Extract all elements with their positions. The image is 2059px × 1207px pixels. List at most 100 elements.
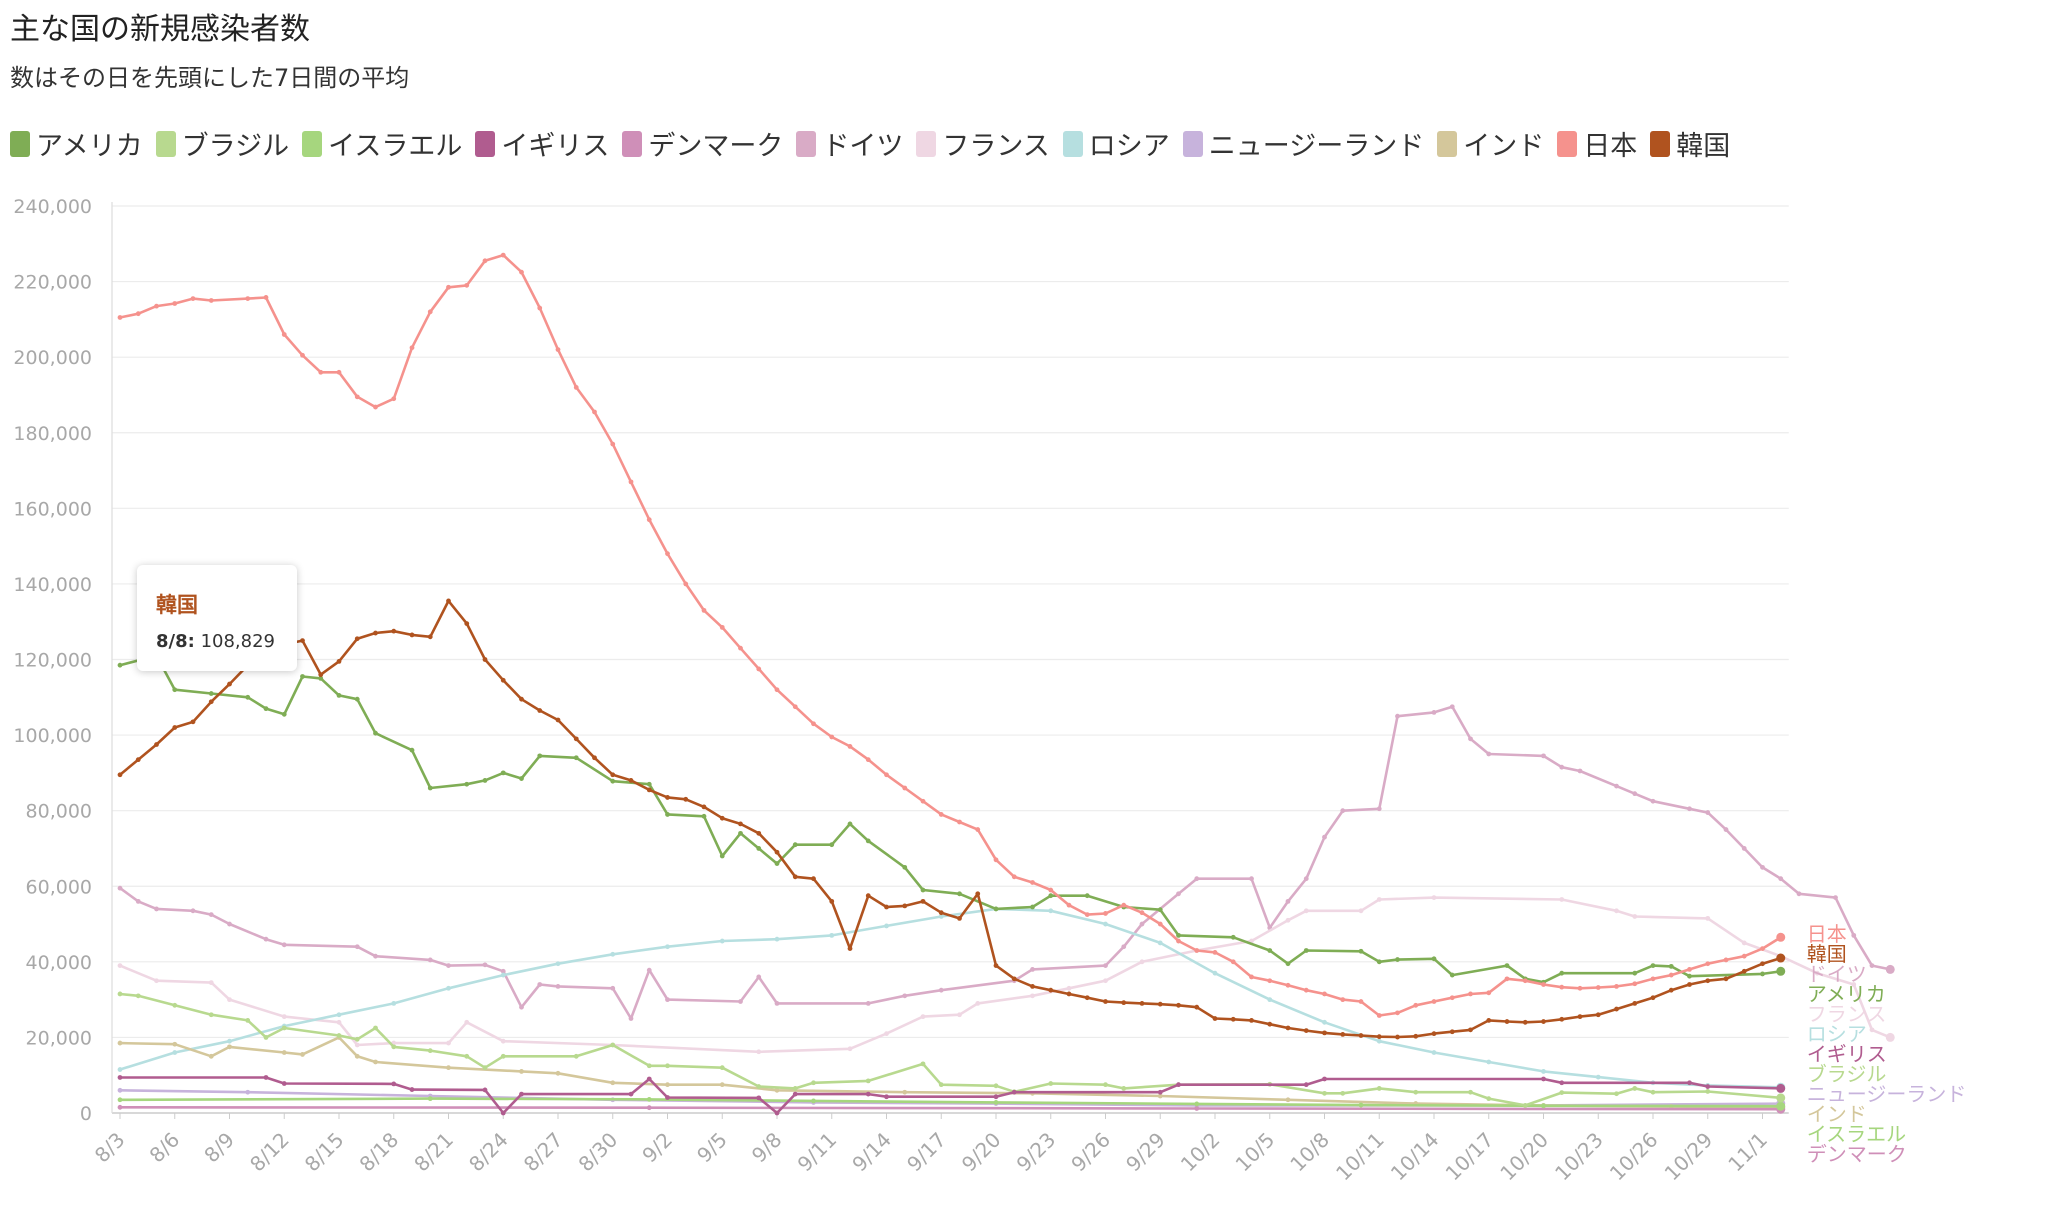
data-point bbox=[1121, 1000, 1127, 1006]
data-point bbox=[318, 675, 324, 681]
data-point bbox=[500, 252, 506, 258]
data-point bbox=[391, 396, 397, 402]
data-point bbox=[1650, 798, 1656, 804]
legend-swatch bbox=[1437, 130, 1458, 157]
x-tick-label: 10/17 bbox=[1441, 1128, 1499, 1186]
legend-item[interactable]: アメリカ bbox=[10, 124, 143, 163]
data-point bbox=[1285, 1025, 1291, 1031]
data-point bbox=[701, 607, 707, 613]
legend-item[interactable]: ニュージーランド bbox=[1182, 124, 1424, 163]
data-point bbox=[1741, 953, 1747, 959]
x-tick-label: 10/11 bbox=[1331, 1128, 1389, 1186]
data-point bbox=[865, 757, 871, 763]
data-point bbox=[1449, 995, 1455, 1001]
data-point bbox=[719, 1082, 725, 1088]
data-point bbox=[318, 672, 324, 678]
data-point bbox=[227, 921, 232, 927]
legend-swatch bbox=[1557, 130, 1578, 157]
legend-item[interactable]: インド bbox=[1437, 124, 1544, 163]
data-point bbox=[555, 1070, 561, 1076]
legend-item[interactable]: イギリス bbox=[475, 124, 609, 163]
data-point bbox=[245, 1089, 251, 1095]
data-point bbox=[208, 980, 214, 986]
data-point bbox=[1650, 1089, 1656, 1095]
data-point bbox=[190, 296, 196, 301]
legend-item[interactable]: ドイツ bbox=[796, 124, 903, 163]
data-point bbox=[774, 936, 780, 942]
legend-item[interactable]: ブラジル bbox=[155, 124, 289, 163]
data-point bbox=[1376, 897, 1382, 902]
data-point bbox=[1376, 806, 1382, 812]
data-point bbox=[646, 517, 652, 523]
legend-swatch bbox=[1650, 130, 1671, 157]
data-point bbox=[1376, 1086, 1382, 1091]
series-イスラエル bbox=[117, 1096, 1786, 1111]
data-point bbox=[172, 725, 178, 730]
series-インド bbox=[117, 1035, 1786, 1112]
data-point bbox=[1322, 1019, 1327, 1025]
legend-item[interactable]: 日本 bbox=[1557, 124, 1637, 163]
data-point bbox=[1522, 978, 1528, 984]
data-point bbox=[537, 982, 543, 987]
data-point bbox=[1322, 1076, 1327, 1082]
data-point bbox=[281, 1050, 287, 1055]
data-point bbox=[902, 864, 908, 870]
legend-item[interactable]: デンマーク bbox=[622, 124, 783, 163]
data-point bbox=[938, 914, 944, 919]
data-point bbox=[811, 1098, 816, 1104]
data-point bbox=[1303, 948, 1309, 953]
data-point bbox=[938, 910, 944, 916]
legend-label: 日本 bbox=[1583, 131, 1638, 162]
legend-item[interactable]: 韓国 bbox=[1650, 124, 1730, 163]
data-point bbox=[1249, 876, 1254, 882]
x-tick-label: 10/26 bbox=[1605, 1128, 1663, 1186]
data-point bbox=[1084, 995, 1090, 1001]
x-tick-label: 9/23 bbox=[1012, 1128, 1061, 1177]
data-point bbox=[1668, 972, 1674, 978]
data-point bbox=[482, 962, 488, 968]
end-label: ニュージーランド bbox=[1807, 1082, 1967, 1106]
data-point bbox=[1194, 948, 1200, 953]
data-point bbox=[1048, 887, 1054, 893]
data-point bbox=[1084, 893, 1090, 899]
data-point bbox=[1814, 970, 1820, 976]
x-tick-label: 10/8 bbox=[1285, 1128, 1334, 1177]
data-point bbox=[1504, 976, 1510, 982]
data-point bbox=[263, 1035, 269, 1040]
data-point bbox=[1778, 876, 1784, 882]
legend: アメリカ ブラジル イスラエル イギリス デンマーク ドイツ フランス ロシア ニュージーランド… bbox=[10, 124, 1743, 163]
data-point bbox=[1194, 876, 1200, 882]
data-point bbox=[1011, 1089, 1017, 1095]
data-point bbox=[1176, 932, 1181, 938]
data-point bbox=[245, 1018, 251, 1023]
data-point bbox=[701, 804, 707, 810]
end-label: フランス bbox=[1807, 1002, 1887, 1026]
legend-item[interactable]: ロシア bbox=[1062, 124, 1170, 163]
data-point bbox=[1267, 1021, 1273, 1027]
series-line bbox=[118, 599, 1783, 1039]
data-point bbox=[1395, 957, 1400, 962]
data-point bbox=[336, 369, 342, 375]
data-point bbox=[1705, 961, 1711, 967]
series-フランス bbox=[117, 895, 1895, 1055]
data-point bbox=[1541, 1069, 1546, 1074]
data-point bbox=[1030, 904, 1035, 910]
data-point bbox=[1157, 1089, 1163, 1095]
data-point bbox=[1723, 957, 1729, 963]
data-point bbox=[1486, 1059, 1492, 1065]
data-point bbox=[1066, 902, 1072, 908]
legend-item[interactable]: イスラエル bbox=[302, 124, 462, 163]
tooltip-value: 108,829 bbox=[200, 631, 275, 652]
data-point bbox=[1340, 1031, 1346, 1037]
data-point bbox=[573, 385, 579, 390]
data-point bbox=[1486, 1018, 1492, 1023]
data-point bbox=[756, 1084, 762, 1089]
data-point bbox=[957, 819, 962, 825]
legend-label: アメリカ bbox=[36, 131, 143, 162]
legend-item[interactable]: フランス bbox=[916, 124, 1050, 163]
series-アメリカ bbox=[117, 653, 1786, 985]
data-point bbox=[774, 861, 780, 866]
data-point bbox=[555, 347, 561, 353]
end-point bbox=[1776, 1093, 1786, 1103]
data-point bbox=[1559, 897, 1565, 902]
